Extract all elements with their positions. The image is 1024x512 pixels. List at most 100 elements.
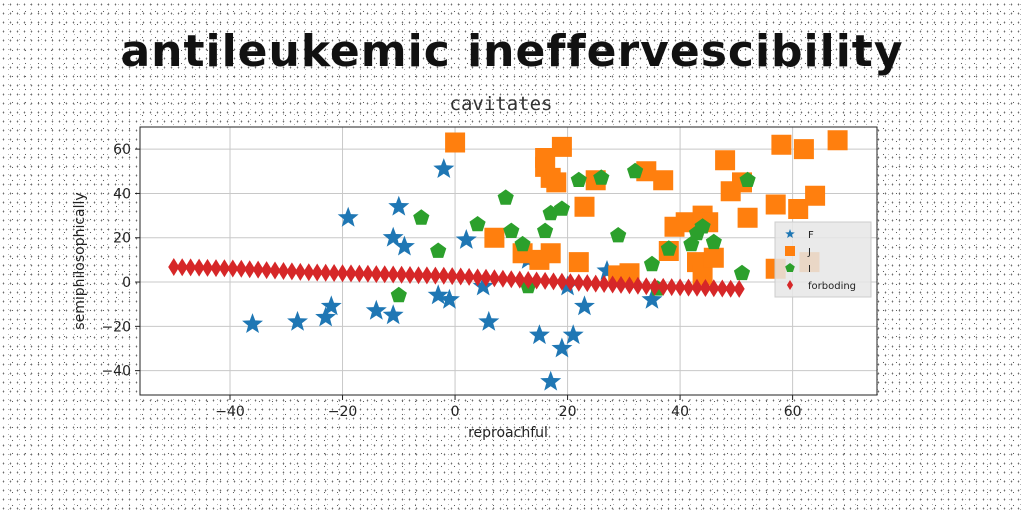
- data-point-square: [675, 212, 696, 233]
- data-point-star: [433, 158, 455, 178]
- data-point-pentagon: [705, 233, 722, 250]
- data-point-pentagon: [430, 242, 447, 258]
- data-point-diamond: [345, 264, 357, 283]
- data-point-diamond: [176, 258, 188, 277]
- x-axis-label: reproachful: [468, 425, 548, 441]
- data-point-diamond: [564, 273, 576, 292]
- legend-entry: J: [807, 247, 811, 258]
- series-forboding: [168, 258, 745, 298]
- data-point-star: [455, 229, 477, 249]
- axis-ticks: −40 −20 0 20 40 60 −40 −20 0 20 40 60: [101, 142, 801, 420]
- data-point-star: [337, 206, 359, 227]
- legend-marker-diamond: [786, 280, 794, 290]
- y-tick-label: −20: [101, 319, 131, 335]
- x-tick-label: 60: [784, 404, 802, 420]
- data-point-diamond: [185, 258, 197, 277]
- data-point-pentagon: [627, 162, 644, 179]
- data-point-pentagon: [733, 264, 751, 281]
- data-point-pentagon: [739, 171, 756, 187]
- x-tick-label: −40: [215, 404, 245, 420]
- data-point-diamond: [370, 265, 382, 284]
- data-point-diamond: [311, 263, 323, 282]
- data-point-pentagon: [570, 171, 587, 187]
- data-point-pentagon: [514, 235, 531, 252]
- data-point-diamond: [547, 272, 560, 291]
- data-point-diamond: [522, 271, 534, 289]
- data-point-star: [382, 226, 404, 247]
- data-point-square: [546, 172, 567, 193]
- data-point-diamond: [201, 258, 214, 277]
- data-point-pentagon: [643, 255, 660, 272]
- data-point-pentagon: [503, 222, 520, 238]
- data-point-pentagon: [390, 286, 407, 303]
- data-point-square: [653, 170, 674, 191]
- legend-marker-star: [785, 229, 795, 238]
- data-point-diamond: [683, 278, 695, 297]
- data-point-diamond: [556, 272, 568, 291]
- data-point-diamond: [488, 269, 500, 288]
- data-point-star: [574, 295, 595, 316]
- data-point-star: [365, 299, 387, 320]
- legend-entry: F: [808, 230, 814, 241]
- data-point-diamond: [252, 260, 264, 279]
- data-point-pentagon: [413, 209, 430, 225]
- data-point-diamond: [353, 264, 365, 283]
- data-point-pentagon: [610, 227, 627, 243]
- data-point-star: [562, 324, 584, 345]
- x-tick-label: 0: [451, 404, 460, 420]
- data-point-star: [394, 235, 415, 256]
- data-point-diamond: [446, 267, 458, 286]
- data-point-pentagon: [660, 240, 677, 256]
- data-point-diamond: [261, 261, 273, 280]
- data-point-diamond: [472, 268, 484, 287]
- data-point-diamond: [328, 264, 340, 282]
- data-point-star: [641, 288, 663, 309]
- legend-entry: forboding: [808, 281, 856, 292]
- data-point-diamond: [463, 267, 475, 286]
- data-point-diamond: [699, 279, 711, 297]
- y-tick-label: 0: [122, 275, 131, 291]
- data-point-star: [382, 304, 404, 325]
- chart-title: cavitates: [450, 93, 553, 115]
- data-point-diamond: [691, 278, 703, 297]
- data-point-diamond: [294, 262, 306, 281]
- data-point-diamond: [598, 275, 610, 293]
- data-point-diamond: [387, 265, 399, 284]
- data-point-diamond: [716, 279, 728, 298]
- data-point-square: [568, 252, 589, 273]
- data-point-pentagon: [553, 200, 570, 216]
- y-tick-label: 60: [113, 142, 131, 158]
- data-point-pentagon: [593, 169, 610, 185]
- legend-entry: I: [808, 264, 811, 275]
- y-tick-label: 40: [113, 186, 131, 202]
- data-point-diamond: [725, 279, 737, 298]
- data-point-diamond: [640, 277, 652, 296]
- series-i: [390, 162, 756, 303]
- data-point-diamond: [429, 266, 441, 285]
- data-point-diamond: [210, 259, 222, 278]
- data-point-star: [529, 324, 550, 345]
- data-point-diamond: [505, 270, 517, 289]
- legend-marker-square: [785, 246, 795, 256]
- data-point-pentagon: [497, 189, 514, 205]
- data-point-diamond: [632, 276, 644, 295]
- data-point-square: [636, 161, 657, 182]
- data-point-diamond: [581, 274, 593, 293]
- data-point-square: [574, 196, 595, 217]
- data-point-star: [596, 260, 618, 280]
- data-point-diamond: [590, 274, 602, 293]
- data-point-diamond: [235, 259, 247, 278]
- data-point-star: [472, 275, 494, 296]
- data-point-square: [765, 194, 786, 215]
- data-point-diamond: [303, 263, 315, 282]
- data-point-star: [388, 195, 410, 216]
- data-point-diamond: [412, 266, 425, 285]
- data-point-square: [619, 263, 640, 284]
- y-axis-label: semiphilosophically: [72, 192, 88, 329]
- plot-area: [140, 127, 877, 395]
- data-point-diamond: [269, 261, 281, 280]
- data-point-diamond: [531, 271, 543, 290]
- data-point-diamond: [193, 258, 205, 277]
